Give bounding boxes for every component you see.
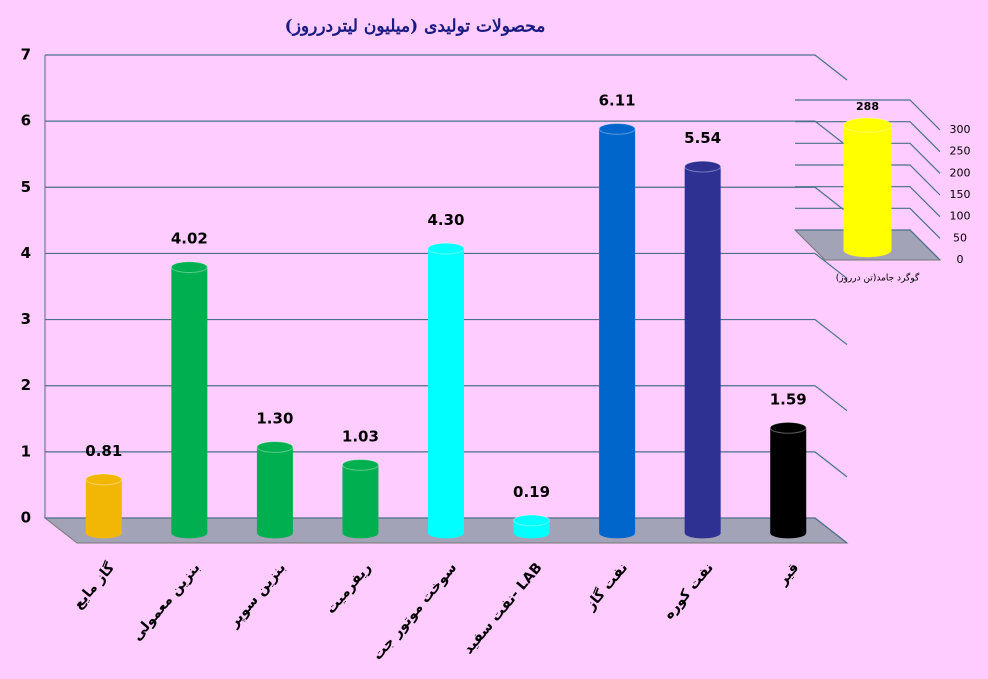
value-label: 4.02 bbox=[171, 230, 208, 248]
value-label: 5.54 bbox=[684, 129, 721, 147]
grid-line bbox=[795, 186, 941, 218]
grid-line bbox=[45, 54, 848, 81]
grid-line bbox=[45, 120, 848, 147]
grid-line bbox=[795, 229, 941, 261]
x-tick-label: نفت کوره bbox=[661, 560, 717, 623]
x-tick-label: سوخت موتور جت bbox=[370, 560, 460, 663]
y-tick-label: 4 bbox=[21, 244, 31, 262]
value-label: 6.11 bbox=[599, 91, 636, 109]
bar bbox=[428, 248, 464, 534]
y-tick-label: 50 bbox=[953, 231, 967, 244]
bar bbox=[684, 166, 721, 533]
x-tick-label: قیر bbox=[774, 560, 802, 589]
grid-line bbox=[795, 207, 941, 239]
value-label: 1.03 bbox=[342, 427, 379, 445]
value-label: 288 bbox=[856, 100, 879, 113]
x-tick-label: بنزین سوپر bbox=[225, 560, 289, 632]
grid-line bbox=[45, 385, 848, 412]
y-tick-label: 300 bbox=[950, 123, 971, 136]
value-label: 0.81 bbox=[85, 442, 122, 460]
bar bbox=[843, 125, 892, 250]
grid-line bbox=[795, 142, 941, 174]
grid-line bbox=[45, 517, 848, 544]
y-tick-label: 6 bbox=[21, 112, 31, 130]
x-tick-label: بنزین معمولی bbox=[129, 560, 203, 644]
bar-cap bbox=[170, 261, 208, 274]
bar bbox=[770, 427, 807, 533]
bar bbox=[171, 267, 208, 533]
x-tick-label: ریفرمیت bbox=[323, 560, 375, 617]
value-label: 1.59 bbox=[770, 390, 807, 408]
y-tick-label: 250 bbox=[950, 145, 971, 158]
x-tick-label: نفت سفید- LAB bbox=[460, 560, 545, 657]
grid-line bbox=[45, 252, 848, 279]
bar-cap bbox=[256, 441, 294, 453]
bar-cap bbox=[513, 514, 551, 527]
x-tick-label: نفت گاز bbox=[581, 559, 631, 614]
x-tick-label: گاز مایع bbox=[69, 559, 118, 613]
y-tick-label: 200 bbox=[950, 166, 971, 179]
value-label: 4.30 bbox=[427, 211, 464, 229]
grid-line bbox=[45, 451, 848, 478]
bar-cap bbox=[769, 421, 807, 434]
grid-line bbox=[45, 318, 848, 346]
chart-title: محصولات تولیدی (میلیون لیتردرروز) bbox=[285, 17, 546, 37]
bar bbox=[256, 447, 293, 533]
bar bbox=[342, 464, 379, 533]
value-label: 0.19 bbox=[513, 483, 550, 501]
y-tick-label: 0 bbox=[957, 253, 964, 266]
bar-cap bbox=[684, 160, 722, 173]
grid-line bbox=[795, 121, 941, 153]
bar-cap bbox=[341, 458, 379, 471]
bar-cap bbox=[85, 473, 123, 486]
grid-line bbox=[795, 164, 941, 196]
bar-cap bbox=[427, 242, 465, 255]
y-tick-label: 3 bbox=[21, 310, 31, 328]
y-tick-label: 0 bbox=[21, 509, 31, 527]
bar bbox=[85, 479, 122, 533]
bar bbox=[599, 128, 636, 534]
grid-line bbox=[795, 99, 941, 131]
bar-cap bbox=[843, 117, 892, 133]
x-tick-label: گوگرد جامد(تن درروز) bbox=[836, 272, 920, 284]
value-label: 1.30 bbox=[256, 410, 293, 428]
y-tick-label: 5 bbox=[21, 178, 31, 196]
y-tick-label: 7 bbox=[21, 46, 31, 64]
y-tick-label: 2 bbox=[21, 376, 31, 394]
grid-line bbox=[45, 186, 848, 213]
y-tick-label: 100 bbox=[950, 210, 971, 223]
y-tick-label: 150 bbox=[950, 188, 971, 201]
bar-cap bbox=[598, 122, 636, 135]
y-tick-label: 1 bbox=[21, 442, 31, 460]
